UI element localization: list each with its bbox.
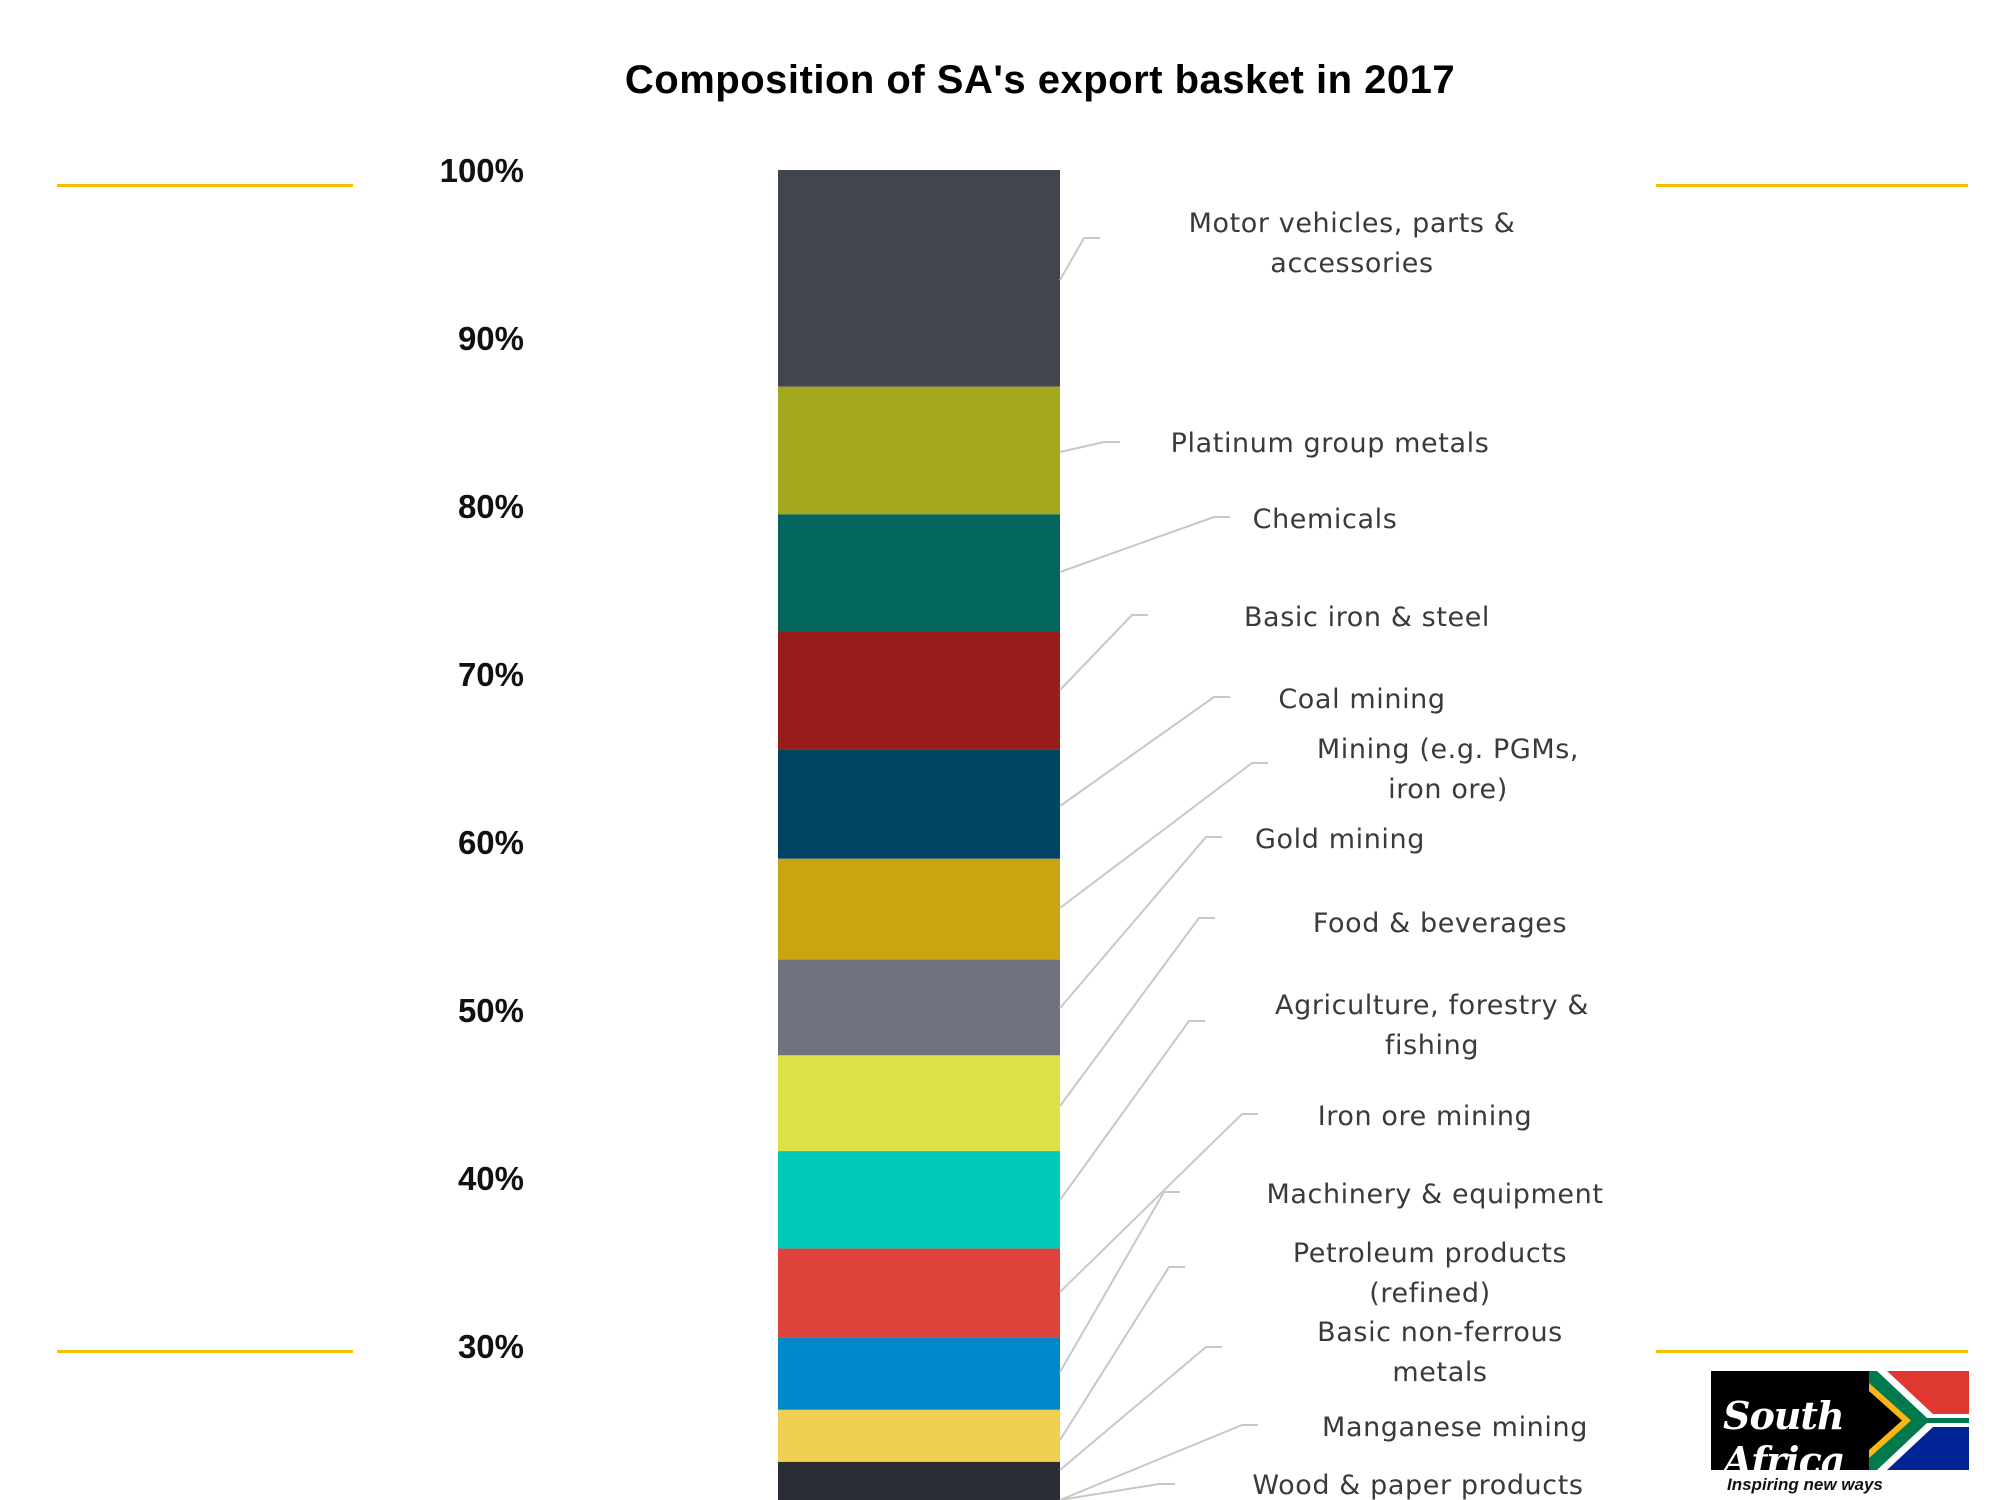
leader-line <box>1059 836 1222 1009</box>
y-tick-label: 20% <box>458 1496 524 1500</box>
bar-segment <box>778 959 1060 1056</box>
accent-line-top-left <box>57 184 353 187</box>
south-africa-logo: South Africa Inspiring new ways <box>1711 1371 1969 1500</box>
y-tick-label: 100% <box>440 152 524 189</box>
flag-icon <box>1869 1371 1969 1470</box>
segment-label: metals <box>1392 1357 1487 1388</box>
leader-line <box>1059 1266 1185 1441</box>
bar-segment <box>778 632 1060 750</box>
leader-line <box>1059 237 1100 281</box>
bar-segment <box>778 1409 1060 1462</box>
accent-line-bottom-left <box>57 1350 353 1353</box>
bar-segment <box>778 514 1060 632</box>
segment-label: Coal mining <box>1278 684 1445 715</box>
segment-label: Wood & paper products <box>1252 1470 1583 1500</box>
bar-segment <box>778 749 1060 859</box>
leader-line <box>1059 1191 1180 1373</box>
logo-wordmark: South Africa <box>1723 1393 1845 1470</box>
leader-line <box>1059 441 1120 453</box>
segment-label: Motor vehicles, parts & <box>1189 208 1516 239</box>
segment-label: accessories <box>1270 248 1433 279</box>
leader-line <box>1059 1424 1258 1500</box>
y-tick-label: 80% <box>458 488 524 525</box>
bar-segment <box>778 1151 1060 1249</box>
y-tick-label: 90% <box>458 320 524 357</box>
segment-label: Machinery & equipment <box>1266 1179 1603 1210</box>
segment-label: Agriculture, forestry & <box>1275 990 1589 1021</box>
leader-line <box>1059 917 1215 1107</box>
segment-label: Basic iron & steel <box>1244 602 1490 633</box>
bar-segment <box>778 1461 1060 1500</box>
segment-label: iron ore) <box>1388 774 1508 805</box>
segment-label: Petroleum products <box>1293 1238 1567 1269</box>
chart-title: Composition of SA's export basket in 201… <box>624 58 1456 102</box>
leader-line <box>1059 516 1230 573</box>
segment-label: Platinum group metals <box>1171 428 1490 459</box>
bar-segment <box>778 170 1060 387</box>
segment-label: Manganese mining <box>1322 1412 1588 1443</box>
segment-label: Gold mining <box>1255 824 1425 855</box>
bar-segment <box>778 386 1060 515</box>
y-tick-label: 40% <box>458 1160 524 1197</box>
leader-line <box>1059 1113 1258 1293</box>
y-tick-label: 70% <box>458 656 524 693</box>
bar-segment <box>778 1248 1060 1338</box>
segment-label: fishing <box>1385 1030 1479 1061</box>
leader-line <box>1059 614 1148 691</box>
segment-label: Basic non-ferrous <box>1317 1317 1563 1348</box>
segment-label: Mining (e.g. PGMs, <box>1317 734 1579 765</box>
leader-line <box>1059 1020 1205 1201</box>
bar-segment <box>778 1055 1060 1152</box>
segment-label: Chemicals <box>1253 504 1398 535</box>
logo-box: South Africa <box>1711 1371 1969 1470</box>
leader-line <box>1059 1346 1222 1471</box>
logo-tagline: Inspiring new ways <box>1727 1475 1883 1494</box>
leader-line <box>1059 1483 1175 1500</box>
segment-label: Iron ore mining <box>1318 1101 1533 1132</box>
y-tick-label: 60% <box>458 824 524 861</box>
bar-segment <box>778 1337 1060 1410</box>
bar-segment <box>778 858 1060 960</box>
accent-line-top-right <box>1656 184 1968 187</box>
leader-line <box>1059 762 1268 909</box>
y-tick-label: 50% <box>458 992 524 1029</box>
segment-label: Food & beverages <box>1313 908 1567 939</box>
accent-line-bottom-right <box>1656 1350 1968 1353</box>
segment-label: (refined) <box>1369 1278 1490 1309</box>
leader-line <box>1059 696 1230 807</box>
y-tick-label: 30% <box>458 1328 524 1365</box>
